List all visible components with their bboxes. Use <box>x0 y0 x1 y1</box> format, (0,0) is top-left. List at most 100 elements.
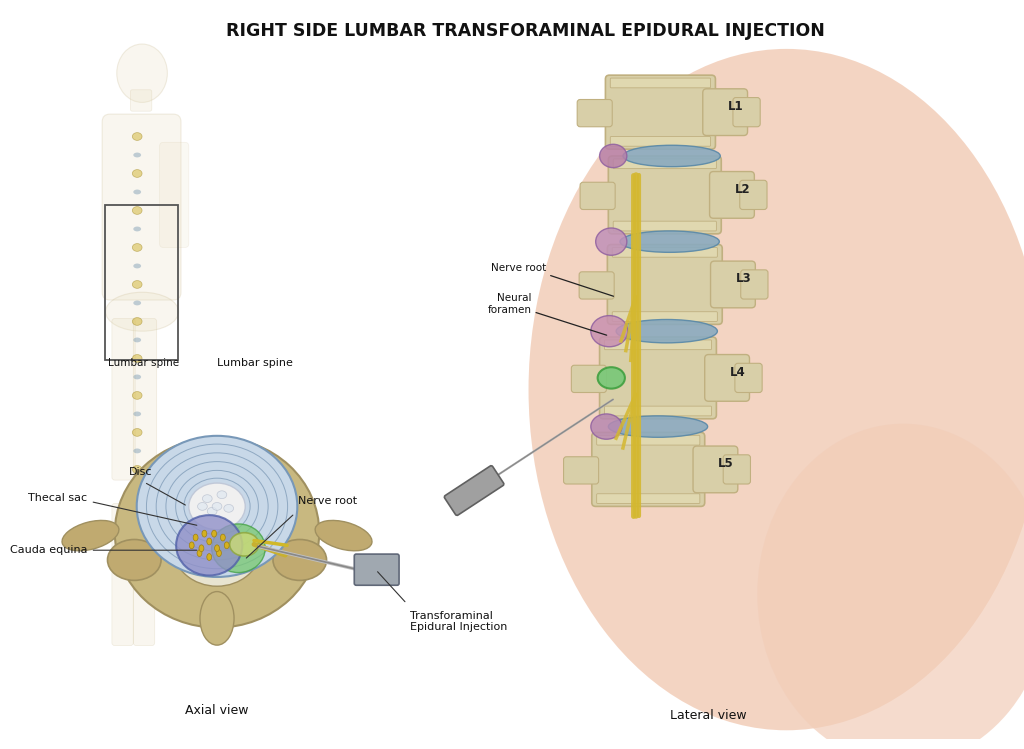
Ellipse shape <box>207 554 212 560</box>
Ellipse shape <box>220 534 225 541</box>
FancyBboxPatch shape <box>610 136 711 146</box>
Ellipse shape <box>133 485 141 491</box>
Ellipse shape <box>217 491 226 499</box>
FancyBboxPatch shape <box>133 503 155 646</box>
FancyBboxPatch shape <box>723 455 751 484</box>
FancyBboxPatch shape <box>605 75 716 149</box>
Ellipse shape <box>105 292 178 331</box>
FancyBboxPatch shape <box>600 337 717 419</box>
Ellipse shape <box>600 145 627 168</box>
Text: Neural
foramen: Neural foramen <box>487 293 531 315</box>
Ellipse shape <box>133 300 141 306</box>
FancyBboxPatch shape <box>102 114 181 300</box>
Ellipse shape <box>188 483 246 530</box>
Ellipse shape <box>132 466 142 473</box>
Ellipse shape <box>132 169 142 178</box>
Ellipse shape <box>207 507 217 515</box>
Ellipse shape <box>273 539 327 580</box>
FancyBboxPatch shape <box>112 503 133 646</box>
FancyBboxPatch shape <box>735 363 762 392</box>
FancyBboxPatch shape <box>702 89 748 136</box>
Ellipse shape <box>194 534 198 541</box>
Text: Lumbar spine: Lumbar spine <box>217 358 293 369</box>
Ellipse shape <box>137 436 297 577</box>
Text: RIGHT SIDE LUMBAR TRANSFORAMINAL EPIDURAL INJECTION: RIGHT SIDE LUMBAR TRANSFORAMINAL EPIDURA… <box>226 22 825 40</box>
Ellipse shape <box>200 592 234 645</box>
Ellipse shape <box>212 530 216 537</box>
FancyBboxPatch shape <box>613 159 717 169</box>
Ellipse shape <box>202 530 207 537</box>
Ellipse shape <box>117 44 167 103</box>
FancyBboxPatch shape <box>739 181 767 210</box>
Ellipse shape <box>133 338 141 342</box>
FancyBboxPatch shape <box>604 406 712 416</box>
Ellipse shape <box>212 524 265 572</box>
Ellipse shape <box>198 503 207 510</box>
Ellipse shape <box>197 550 202 557</box>
FancyBboxPatch shape <box>597 435 699 445</box>
Ellipse shape <box>224 505 233 512</box>
FancyBboxPatch shape <box>711 261 756 308</box>
Ellipse shape <box>132 207 142 214</box>
Ellipse shape <box>132 354 142 363</box>
Ellipse shape <box>596 228 627 255</box>
Ellipse shape <box>132 133 142 140</box>
FancyBboxPatch shape <box>610 78 711 88</box>
Text: L1: L1 <box>728 100 743 113</box>
FancyBboxPatch shape <box>581 182 615 210</box>
Ellipse shape <box>598 367 625 389</box>
FancyBboxPatch shape <box>612 247 718 257</box>
Text: Lumbar spine: Lumbar spine <box>109 358 179 369</box>
FancyBboxPatch shape <box>705 354 750 401</box>
FancyBboxPatch shape <box>571 366 606 392</box>
FancyBboxPatch shape <box>733 97 760 127</box>
Ellipse shape <box>216 550 221 557</box>
Ellipse shape <box>203 495 212 503</box>
Ellipse shape <box>591 414 622 439</box>
Text: Transforaminal
Epidural Injection: Transforaminal Epidural Injection <box>410 610 507 632</box>
Ellipse shape <box>133 226 141 231</box>
Ellipse shape <box>591 315 628 347</box>
Text: Disc: Disc <box>129 467 153 477</box>
Ellipse shape <box>133 153 141 157</box>
Text: Nerve root: Nerve root <box>490 263 546 273</box>
Ellipse shape <box>620 231 719 252</box>
FancyBboxPatch shape <box>597 494 699 503</box>
FancyBboxPatch shape <box>130 90 152 111</box>
FancyBboxPatch shape <box>133 318 157 480</box>
FancyBboxPatch shape <box>578 100 612 127</box>
FancyBboxPatch shape <box>607 244 722 324</box>
Text: Nerve root: Nerve root <box>298 497 357 506</box>
Ellipse shape <box>207 538 212 545</box>
Ellipse shape <box>173 510 261 586</box>
Ellipse shape <box>133 449 141 453</box>
Ellipse shape <box>133 264 141 268</box>
Ellipse shape <box>132 243 142 252</box>
FancyBboxPatch shape <box>563 457 599 484</box>
Ellipse shape <box>608 416 708 437</box>
Ellipse shape <box>616 320 718 343</box>
FancyBboxPatch shape <box>160 142 188 247</box>
Text: L3: L3 <box>736 272 752 285</box>
Ellipse shape <box>315 521 372 551</box>
Ellipse shape <box>62 521 119 551</box>
FancyBboxPatch shape <box>613 221 717 231</box>
Ellipse shape <box>132 281 142 288</box>
Text: Cauda equina: Cauda equina <box>10 545 88 555</box>
Ellipse shape <box>189 542 195 549</box>
Ellipse shape <box>224 542 229 549</box>
FancyBboxPatch shape <box>444 466 504 515</box>
FancyBboxPatch shape <box>354 554 399 585</box>
FancyBboxPatch shape <box>592 432 705 506</box>
Text: Lateral view: Lateral view <box>671 709 746 722</box>
Ellipse shape <box>133 374 141 379</box>
Ellipse shape <box>132 392 142 399</box>
Ellipse shape <box>528 49 1024 730</box>
FancyBboxPatch shape <box>580 272 614 299</box>
Ellipse shape <box>215 545 219 552</box>
FancyBboxPatch shape <box>612 312 718 321</box>
FancyBboxPatch shape <box>604 340 712 350</box>
Ellipse shape <box>229 533 259 556</box>
Ellipse shape <box>133 189 141 195</box>
FancyBboxPatch shape <box>740 270 768 299</box>
